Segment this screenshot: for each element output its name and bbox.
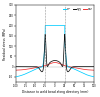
σˣˣ [19, 75, 20, 77]
σyy [91, 66, 93, 67]
X-axis label: Distance to weld bead along directory (mm): Distance to weld bead along directory (m… [22, 90, 88, 94]
σˣˣ [45, 25, 46, 26]
Y-axis label: Residual stress (MPa): Residual stress (MPa) [4, 28, 8, 60]
σzz [94, 70, 95, 71]
Legend: σˣˣ, σyy, σzz: σˣˣ, σyy, σzz [62, 6, 93, 11]
σzz [15, 70, 16, 71]
σˣˣ [91, 76, 92, 77]
σzz [53, 62, 55, 63]
σyy [45, 34, 46, 35]
σˣˣ [15, 76, 16, 77]
Line: σˣˣ: σˣˣ [16, 26, 94, 77]
σˣˣ [53, 25, 55, 26]
σyy [41, 71, 43, 72]
σzz [77, 68, 78, 69]
σˣˣ [51, 25, 52, 26]
σzz [19, 69, 20, 71]
σˣˣ [91, 76, 93, 77]
σzz [54, 62, 56, 63]
Line: σzz: σzz [16, 63, 94, 70]
σˣˣ [77, 70, 78, 71]
σzz [91, 69, 92, 71]
σzz [51, 62, 52, 64]
σyy [51, 61, 53, 62]
σˣˣ [94, 76, 95, 77]
Line: σyy: σyy [16, 34, 94, 72]
σyy [94, 66, 95, 67]
σyy [91, 66, 93, 67]
σyy [19, 66, 20, 67]
σyy [77, 66, 78, 67]
σzz [91, 69, 93, 71]
σyy [53, 60, 55, 61]
σyy [15, 66, 16, 67]
